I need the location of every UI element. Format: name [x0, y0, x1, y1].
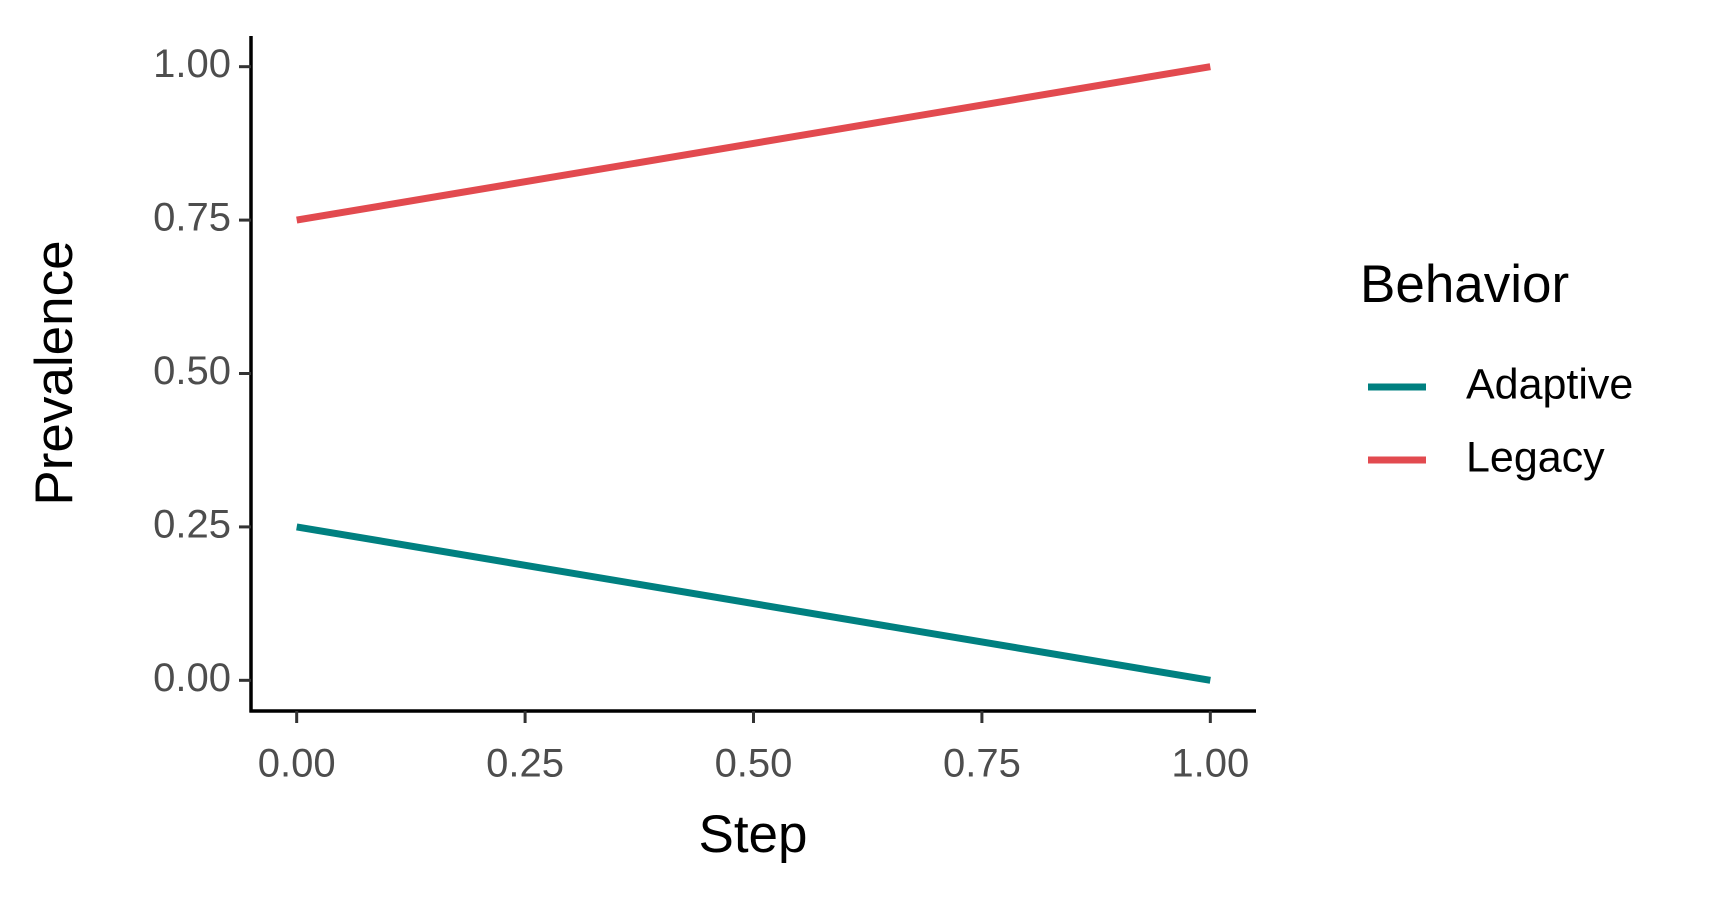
x-axis-title: Step	[698, 805, 807, 864]
y-axis-title: Prevalence	[25, 240, 84, 505]
legend-label: Legacy	[1466, 433, 1605, 481]
series-line	[296, 63, 1211, 224]
y-tick-label: 0.25	[153, 502, 231, 546]
series-line	[296, 523, 1211, 684]
x-tick-label: 1.00	[1171, 742, 1249, 786]
x-tick-label: 0.00	[258, 742, 336, 786]
y-tick-label: 0.75	[153, 196, 231, 240]
y-tick-label: 0.00	[153, 656, 231, 700]
y-tick-label: 0.50	[153, 349, 231, 393]
x-tick-label: 0.75	[943, 742, 1021, 786]
legend-title: Behavior	[1360, 255, 1569, 314]
y-tick-label: 1.00	[153, 42, 231, 86]
x-tick-label: 0.50	[715, 742, 793, 786]
legend-label: Adaptive	[1466, 360, 1633, 408]
x-tick-label: 0.25	[486, 742, 564, 786]
